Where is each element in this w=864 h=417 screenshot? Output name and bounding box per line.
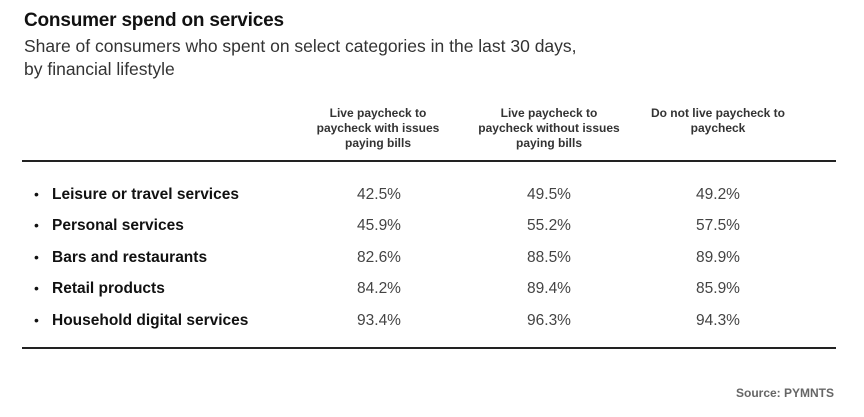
chart-subtitle: Share of consumers who spent on select c…	[24, 36, 577, 79]
value-cell: 93.4%	[357, 312, 401, 329]
value-cell: 49.5%	[527, 186, 571, 203]
value-cell: 57.5%	[696, 217, 740, 234]
value-cell: 55.2%	[527, 217, 571, 234]
row-label: Leisure or travel services	[52, 186, 239, 203]
row-label: Bars and restaurants	[52, 249, 208, 266]
value-cell: 42.5%	[357, 186, 401, 203]
bullet-icon: •	[34, 280, 39, 296]
bullet-icon: •	[34, 312, 39, 328]
value-cell: 82.6%	[357, 249, 401, 266]
table-row: • Leisure or travel services 42.5% 49.5%…	[22, 183, 836, 207]
footer-divider	[22, 347, 836, 349]
value-cell: 84.2%	[357, 280, 401, 297]
table-row: • Personal services 45.9% 55.2% 57.5%	[22, 214, 836, 238]
value-cell: 88.5%	[527, 249, 571, 266]
value-cell: 94.3%	[696, 312, 740, 329]
table-row: • Household digital services 93.4% 96.3%…	[22, 309, 836, 333]
column-header-not-paycheck: Do not live paycheck to paycheck	[650, 106, 786, 135]
table-row: • Bars and restaurants 82.6% 88.5% 89.9%	[22, 246, 836, 270]
value-cell: 89.4%	[527, 280, 571, 297]
chart-title: Consumer spend on services	[24, 10, 284, 31]
source-label: Source: PYMNTS	[735, 386, 834, 400]
bullet-icon: •	[34, 217, 39, 233]
column-header-without-issues: Live paycheck to paycheck without issues…	[478, 106, 620, 150]
row-label: Retail products	[52, 280, 165, 297]
table-row: • Retail products 84.2% 89.4% 85.9%	[22, 277, 836, 301]
bullet-icon: •	[34, 186, 39, 202]
header-divider	[22, 160, 836, 162]
bullet-icon: •	[34, 249, 39, 265]
column-header-with-issues: Live paycheck to paycheck with issues pa…	[316, 106, 440, 150]
value-cell: 49.2%	[696, 186, 740, 203]
value-cell: 96.3%	[527, 312, 571, 329]
value-cell: 45.9%	[357, 217, 401, 234]
value-cell: 85.9%	[696, 280, 740, 297]
row-label: Household digital services	[52, 312, 249, 329]
value-cell: 89.9%	[696, 249, 740, 266]
row-label: Personal services	[52, 217, 184, 234]
